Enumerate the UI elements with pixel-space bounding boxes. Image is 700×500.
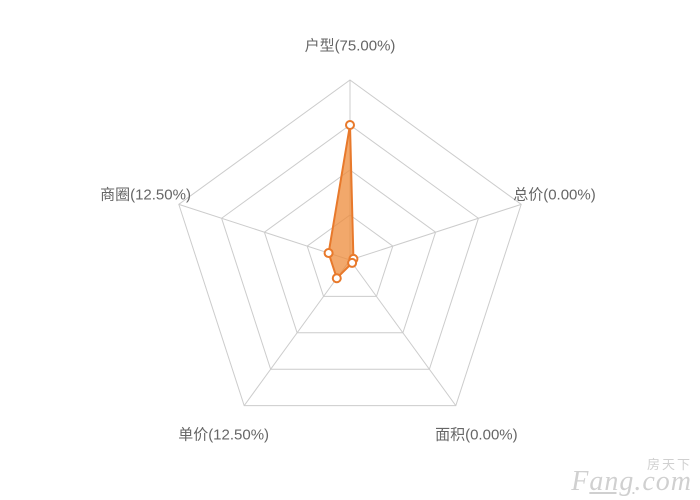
axis-label: 商圈(12.50%): [100, 183, 191, 204]
axis-label: 面积(0.00%): [435, 423, 518, 444]
axis-label: 总价(0.00%): [513, 183, 596, 204]
watermark: 房天下 Fang.com: [571, 459, 692, 494]
watermark-main: Fang.com: [571, 466, 692, 497]
axis-label: 单价(12.50%): [178, 423, 269, 444]
axis-label: 户型(75.00%): [305, 35, 396, 56]
radar-chart: [0, 0, 700, 500]
